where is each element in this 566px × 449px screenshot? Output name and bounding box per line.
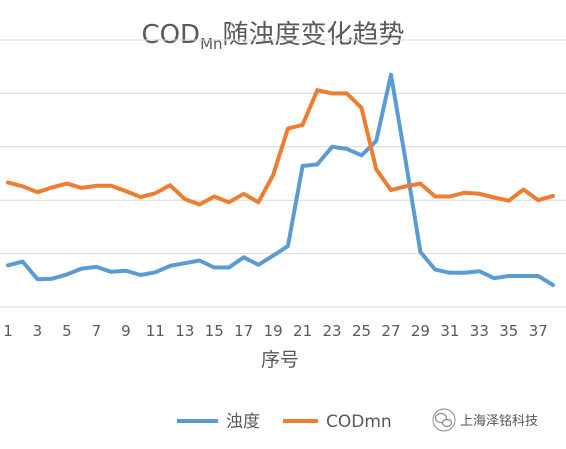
chart-title-main: COD — [141, 20, 200, 50]
x-tick-label: 5 — [62, 322, 72, 340]
x-tick-label: 9 — [121, 322, 131, 340]
x-tick-label: 37 — [529, 322, 548, 340]
chart-title: CODMn随浊度变化趋势 — [141, 20, 404, 53]
x-tick-label: 7 — [92, 322, 102, 340]
x-tick-label: 25 — [352, 322, 371, 340]
watermark: 上海泽铭科技 — [432, 408, 538, 432]
legend-label-codmn: CODmn — [326, 412, 392, 432]
x-tick-label: 15 — [205, 322, 224, 340]
x-tick-label: 31 — [440, 322, 459, 340]
x-tick-label: 1 — [3, 322, 13, 340]
x-axis-title: 序号 — [261, 349, 299, 371]
x-tick-labels: 1 3 5 7 9 11 13 15 17 19 21 23 25 27 29 31 33 35 37 — [3, 322, 548, 340]
x-tick-label: 3 — [33, 322, 43, 340]
x-tick-label: 33 — [470, 322, 489, 340]
x-tick-label: 29 — [411, 322, 430, 340]
series-line-codmn — [6, 88, 555, 207]
legend-item-codmn[interactable]: CODmn — [283, 412, 392, 432]
chart-title-rest: 随浊度变化趋势 — [223, 20, 405, 50]
x-tick-label: 35 — [499, 322, 518, 340]
x-tick-label: 13 — [175, 322, 194, 340]
x-tick-label: 17 — [234, 322, 253, 340]
x-tick-label: 23 — [323, 322, 342, 340]
legend-item-turbidity[interactable]: 浊度 — [177, 412, 260, 432]
x-tick-label: 19 — [264, 322, 283, 340]
x-tick-label: 27 — [381, 322, 400, 340]
series-lines — [6, 72, 555, 288]
wechat-icon — [432, 408, 456, 432]
chart-title-subscript: Mn — [200, 35, 222, 53]
watermark-text: 上海泽铭科技 — [460, 414, 538, 429]
series-line-turbidity — [6, 72, 555, 288]
legend: 浊度 CODmn — [177, 412, 392, 432]
legend-label-turbidity: 浊度 — [226, 412, 260, 432]
x-tick-label: 21 — [293, 322, 312, 340]
x-tick-label: 11 — [146, 322, 165, 340]
